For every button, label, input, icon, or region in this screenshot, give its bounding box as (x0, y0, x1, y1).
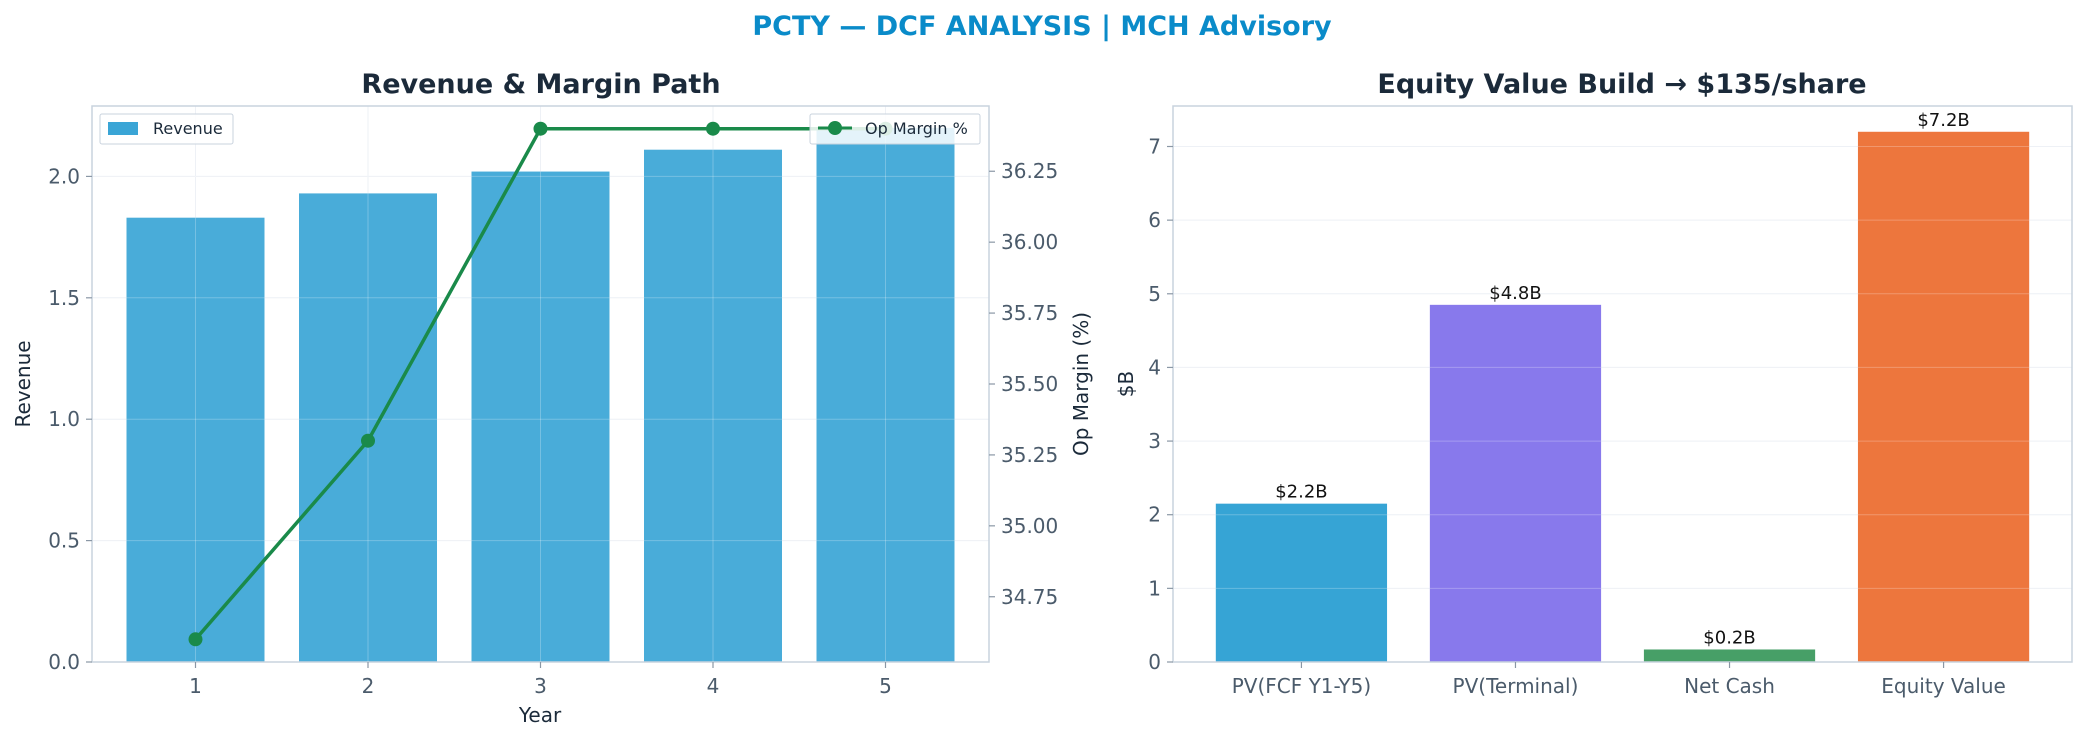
equity-bar (1215, 503, 1388, 662)
margin-y-tick-label: 35.50 (1001, 372, 1058, 396)
revenue-y-tick-label: 0.0 (48, 650, 80, 674)
equity-chart-title: Equity Value Build → $135/share (1377, 69, 1866, 100)
op-margin-point (706, 121, 720, 136)
equity-y-tick-label: 0 (1148, 650, 1161, 674)
equity-value-chart: Equity Value Build → $135/share $2.2B $4.… (1114, 69, 2073, 698)
equity-bar-value-label: $0.2B (1703, 627, 1755, 648)
revenue-legend-label: Revenue (153, 119, 223, 138)
revenue-y-axis-label: Revenue (11, 340, 35, 427)
equity-bar (1643, 649, 1816, 662)
margin-y-tick-label: 35.75 (1001, 301, 1058, 325)
equity-x-tick-label: Equity Value (1881, 674, 2006, 698)
revenue-margin-chart: Revenue & Margin Path 0.00.51.01.52.0 34… (11, 69, 1093, 727)
op-margin-point (188, 632, 203, 647)
equity-x-tick-label: Net Cash (1684, 674, 1775, 698)
revenue-legend: Revenue (99, 113, 234, 145)
revenue-bar (816, 127, 955, 662)
equity-chart-frame (1172, 105, 2073, 663)
revenue-bar (471, 171, 610, 663)
equity-y-tick-label: 6 (1148, 208, 1161, 232)
revenue-x-axis-label: Year (518, 703, 562, 727)
equity-x-tick-label: PV(Terminal) (1453, 674, 1579, 698)
equity-y-tick-label: 7 (1148, 135, 1161, 159)
margin-y-tick-label: 34.75 (1001, 585, 1058, 609)
margin-legend-marker (828, 121, 842, 135)
margin-y-tick-label: 36.00 (1001, 230, 1058, 254)
equity-y-tick-label: 3 (1148, 429, 1161, 453)
equity-y-axis-label: $B (1114, 371, 1138, 397)
equity-bar-value-label: $2.2B (1275, 482, 1327, 503)
op-margin-point (361, 433, 375, 448)
revenue-x-tick-label: 3 (534, 674, 547, 698)
equity-bar-value-label: $4.8B (1489, 283, 1541, 304)
revenue-legend-box (99, 113, 234, 145)
margin-y-tick-label: 36.25 (1001, 159, 1058, 183)
revenue-x-tick-label: 1 (189, 674, 202, 698)
equity-y-tick-label: 2 (1148, 503, 1161, 527)
revenue-x-tick-label: 2 (362, 674, 375, 698)
equity-y-tick-label: 5 (1148, 282, 1161, 306)
equity-y-tick-label: 4 (1148, 355, 1161, 379)
margin-y-tick-label: 35.25 (1001, 443, 1058, 467)
revenue-y-tick-label: 1.5 (48, 286, 80, 310)
revenue-bar (644, 149, 782, 662)
revenue-y-tick-label: 0.5 (48, 529, 80, 553)
margin-legend-box (809, 113, 981, 145)
revenue-chart-title: Revenue & Margin Path (361, 69, 720, 100)
equity-bar-value-label: $7.2B (1917, 110, 1969, 131)
revenue-bar (299, 193, 437, 662)
equity-y-tick-label: 1 (1148, 576, 1161, 600)
revenue-y-tick-label: 2.0 (48, 164, 80, 188)
revenue-x-tick-label: 4 (707, 674, 720, 698)
revenue-x-tick-label: 5 (879, 674, 892, 698)
revenue-y-tick-label: 1.0 (48, 407, 80, 431)
margin-y-tick-label: 35.00 (1001, 514, 1058, 538)
equity-x-tick-label: PV(FCF Y1-Y5) (1232, 674, 1371, 698)
revenue-legend-swatch (108, 122, 138, 135)
margin-legend: Op Margin % (809, 113, 981, 145)
equity-bar (1429, 304, 1602, 662)
figure-suptitle: PCTY — DCF ANALYSIS | MCH Advisory (752, 11, 1332, 42)
op-margin-point (533, 121, 548, 136)
margin-y-axis-label: Op Margin (%) (1069, 312, 1093, 456)
equity-bar (1857, 131, 2030, 662)
margin-legend-label: Op Margin % (865, 119, 968, 138)
